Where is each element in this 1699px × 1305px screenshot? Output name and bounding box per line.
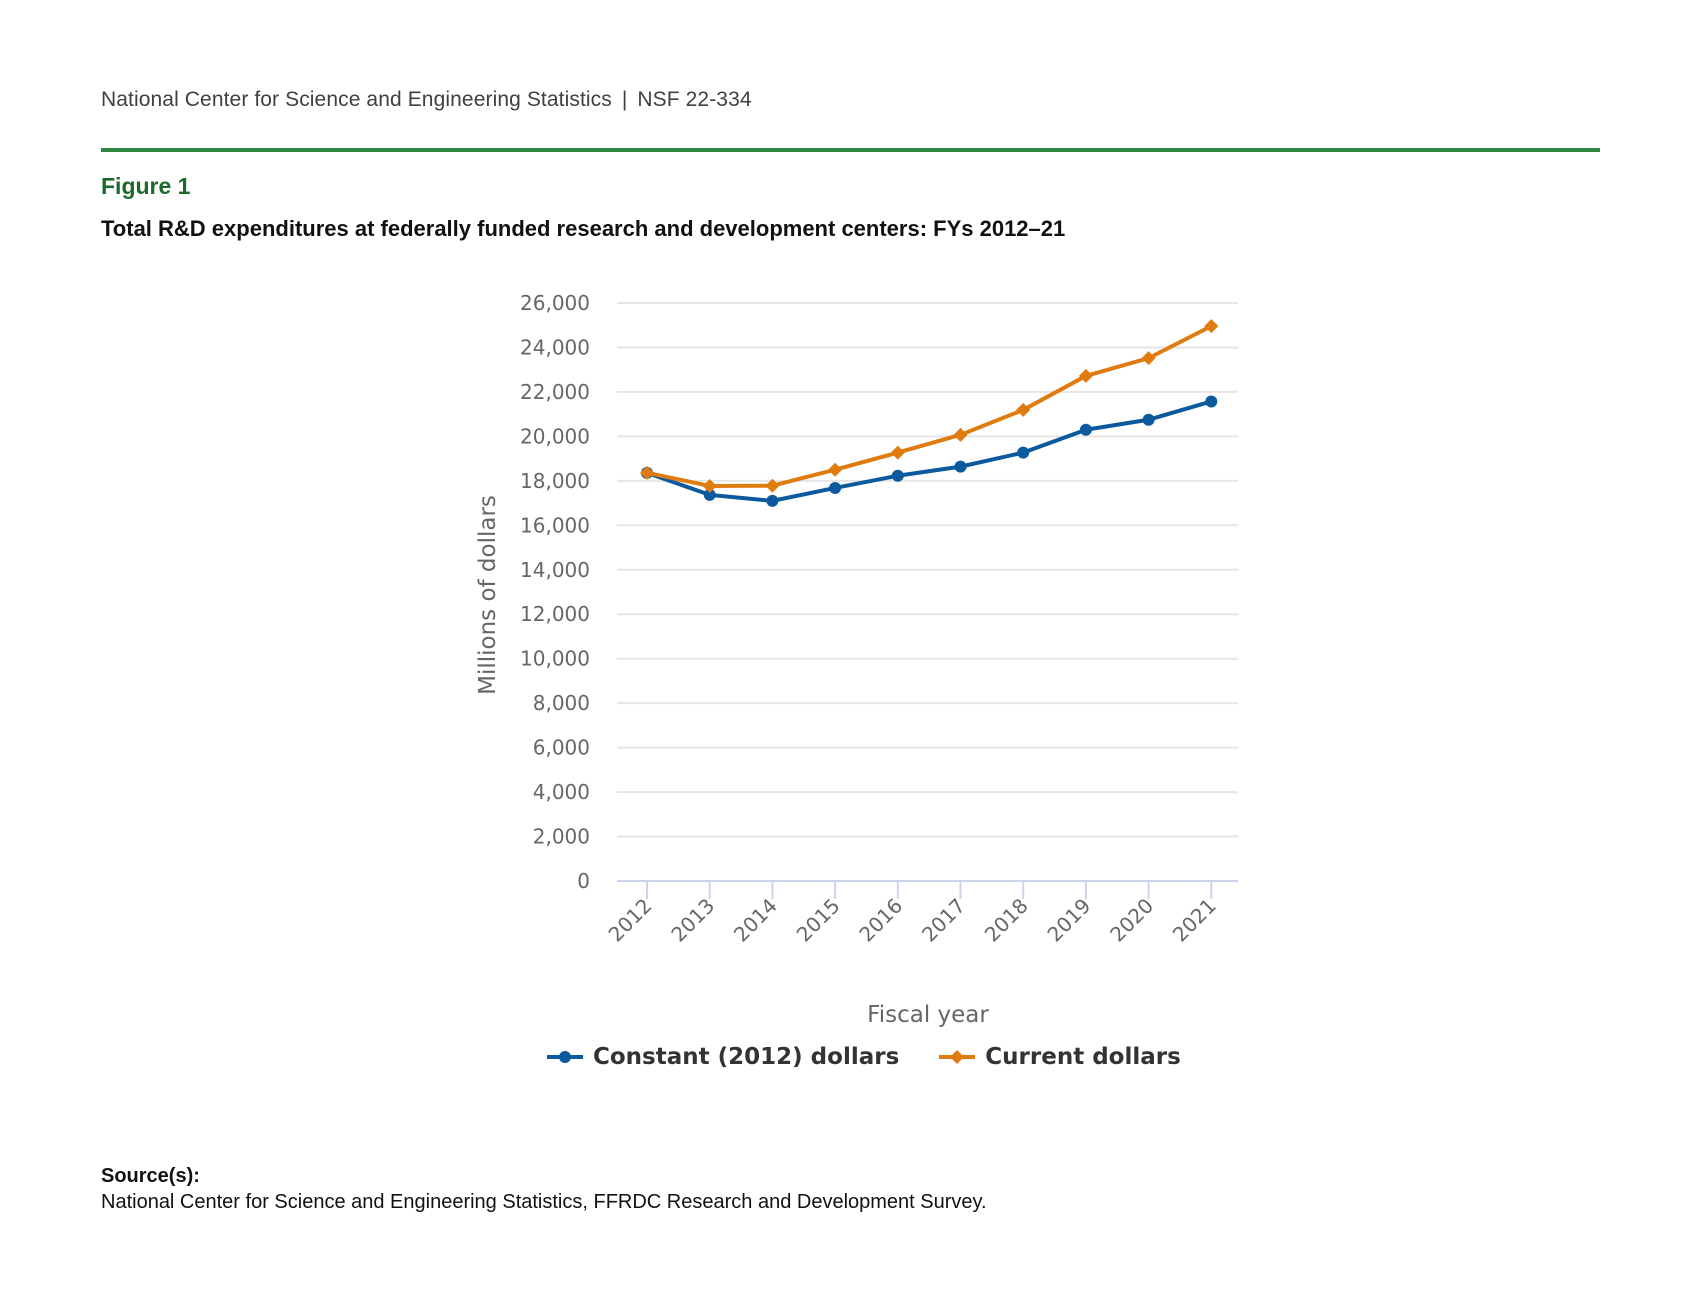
report-header: National Center for Science and Engineer…: [101, 88, 752, 112]
x-tick-label: 2020: [1105, 894, 1158, 947]
chart-legend: Constant (2012) dollars Current dollars: [547, 1044, 1181, 1070]
legend-label-constant-dollars: Constant (2012) dollars: [593, 1044, 900, 1070]
diamond-marker-icon: [939, 1050, 976, 1064]
y-tick-label: 20,000: [520, 424, 590, 448]
data-point[interactable]: [703, 488, 716, 501]
x-tick-label: 2019: [1042, 894, 1095, 947]
y-tick-label: 6,000: [533, 736, 590, 760]
data-point[interactable]: [1204, 319, 1219, 334]
gridlines: [617, 302, 1238, 838]
data-point[interactable]: [828, 462, 843, 477]
figure-label: Figure 1: [101, 173, 191, 199]
data-point[interactable]: [1205, 395, 1218, 408]
series-constant-dollars: [641, 395, 1218, 507]
data-point[interactable]: [954, 460, 967, 473]
y-tick-label: 0: [577, 869, 590, 893]
x-tick-label: 2015: [792, 894, 845, 947]
data-point[interactable]: [953, 427, 968, 442]
y-tick-label: 8,000: [533, 691, 590, 715]
y-tick-label: 4,000: [533, 780, 590, 804]
source-label: Source(s):: [101, 1165, 200, 1187]
legend-label-current-dollars: Current dollars: [985, 1044, 1181, 1070]
data-point[interactable]: [1141, 351, 1156, 366]
data-point[interactable]: [1142, 413, 1155, 426]
x-tick-label: 2014: [729, 894, 782, 947]
data-point[interactable]: [1017, 446, 1030, 459]
y-tick-label: 2,000: [533, 825, 590, 849]
legend-item-current-dollars[interactable]: Current dollars: [939, 1044, 1181, 1070]
organization-name: National Center for Science and Engineer…: [101, 88, 612, 111]
x-tick-label: 2021: [1168, 894, 1221, 947]
y-tick-label: 24,000: [520, 335, 590, 359]
data-point[interactable]: [765, 478, 780, 493]
data-point[interactable]: [890, 445, 905, 460]
y-tick-label: 26,000: [520, 291, 590, 315]
header-separator: |: [621, 88, 628, 111]
x-axis-tick-labels: 2012 2013 2014 2015 2016 2017 2018 2019 2020 2021: [604, 894, 1221, 947]
y-tick-label: 12,000: [520, 602, 590, 626]
y-tick-label: 22,000: [520, 380, 590, 404]
data-point[interactable]: [829, 481, 842, 494]
x-tick-label: 2012: [604, 894, 657, 947]
series-line: [645, 399, 1214, 503]
y-tick-label: 10,000: [520, 647, 590, 671]
legend-item-constant-dollars[interactable]: Constant (2012) dollars: [547, 1044, 899, 1070]
x-tick-label: 2016: [854, 894, 907, 947]
axes: [617, 880, 1238, 899]
series-current-dollars: [640, 319, 1219, 493]
data-point[interactable]: [1016, 402, 1031, 417]
series-line: [645, 324, 1214, 488]
series: [640, 319, 1219, 507]
report-id: NSF 22-334: [637, 88, 752, 111]
source-text: National Center for Science and Engineer…: [101, 1191, 987, 1213]
x-axis-title: Fiscal year: [867, 1002, 989, 1028]
circle-marker-icon: [547, 1051, 583, 1063]
data-point[interactable]: [640, 465, 654, 480]
x-tick-label: 2018: [980, 894, 1033, 947]
y-axis-title: Millions of dollars: [475, 495, 501, 695]
y-axis-tick-labels: 0 2,000 4,000 6,000 8,000 10,000 12,000 14,000 1…: [520, 291, 590, 893]
x-tick-label: 2017: [917, 894, 970, 947]
data-point[interactable]: [766, 494, 779, 507]
data-point[interactable]: [702, 478, 717, 493]
data-point[interactable]: [1078, 368, 1093, 383]
data-point[interactable]: [1079, 423, 1092, 436]
data-point[interactable]: [891, 469, 904, 482]
y-tick-label: 18,000: [520, 469, 590, 493]
figure-title: Total R&D expenditures at federally fund…: [101, 216, 1066, 241]
y-tick-label: 14,000: [520, 558, 590, 582]
x-tick-label: 2013: [666, 894, 719, 947]
y-tick-label: 16,000: [520, 513, 590, 537]
header-divider: [101, 148, 1600, 152]
